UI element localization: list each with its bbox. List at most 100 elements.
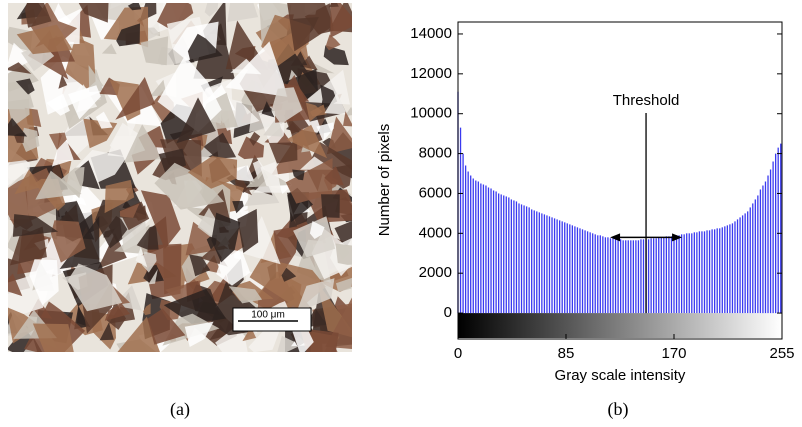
grain	[203, 132, 237, 159]
grain	[148, 269, 158, 285]
grain	[101, 43, 117, 55]
grain	[16, 24, 73, 55]
y-tick-label: 4000	[419, 224, 452, 241]
grain	[50, 220, 86, 263]
grain	[88, 65, 107, 93]
grain	[143, 303, 151, 316]
grain	[154, 162, 224, 210]
grain	[211, 212, 241, 263]
grain	[142, 251, 157, 273]
grain	[108, 216, 128, 243]
grain	[249, 131, 261, 146]
grain	[150, 79, 167, 97]
grain	[35, 170, 82, 200]
grain	[343, 111, 352, 127]
grain	[228, 286, 263, 304]
grain	[189, 254, 211, 277]
grain	[163, 288, 227, 324]
grain	[8, 62, 32, 74]
grain	[115, 77, 156, 120]
grain	[135, 247, 148, 268]
grain	[120, 203, 140, 218]
grain	[97, 232, 127, 269]
grain	[335, 243, 352, 265]
y-axis-label: Number of pixels	[376, 124, 393, 237]
scale-bar-label: 100 μm	[251, 310, 285, 321]
y-tick-label: 6000	[419, 184, 452, 201]
caption: (a)	[170, 399, 190, 420]
y-tick-label: 12000	[410, 65, 452, 82]
grain	[304, 69, 350, 105]
grain	[305, 102, 323, 122]
y-tick-label: 0	[444, 304, 452, 321]
grain	[328, 3, 339, 8]
grain	[204, 3, 219, 17]
grain	[285, 158, 333, 204]
x-tick-label: 0	[454, 345, 462, 362]
grain	[67, 263, 123, 312]
grain	[277, 335, 302, 352]
grain	[187, 33, 223, 63]
grain	[14, 169, 40, 195]
grain	[51, 130, 74, 167]
grain	[21, 127, 40, 152]
micrograph	[8, 3, 352, 352]
grain	[324, 166, 344, 186]
grain	[65, 37, 96, 89]
grain	[60, 167, 85, 199]
grain	[68, 85, 101, 120]
caption: (b)	[608, 399, 629, 420]
grain	[296, 278, 335, 313]
grain	[29, 259, 59, 306]
grain	[147, 308, 186, 345]
grain	[49, 132, 67, 150]
grain	[260, 161, 281, 190]
grain	[58, 74, 68, 89]
grain	[32, 323, 74, 352]
grain	[187, 156, 238, 189]
grain	[144, 27, 160, 40]
grain	[261, 101, 275, 118]
grain	[237, 208, 259, 253]
grain	[10, 226, 47, 266]
grain	[292, 169, 305, 181]
grain	[326, 116, 352, 155]
grain	[336, 277, 352, 292]
grain	[232, 200, 244, 214]
arrow-head	[610, 233, 621, 242]
x-tick-label: 170	[661, 345, 686, 362]
gray-scale-bar	[458, 313, 782, 338]
grain	[242, 326, 257, 342]
grain	[140, 190, 181, 250]
x-tick-label: 85	[558, 345, 575, 362]
grain	[24, 3, 52, 28]
grain	[116, 23, 140, 47]
grain	[271, 87, 303, 125]
grain	[323, 45, 349, 66]
grain	[309, 221, 325, 239]
grain	[321, 194, 340, 218]
grain	[157, 3, 194, 30]
grain	[237, 136, 265, 160]
x-tick-label: 255	[769, 345, 794, 362]
grain	[324, 93, 348, 115]
grain	[46, 93, 70, 116]
x-axis-label: Gray scale intensity	[555, 367, 686, 384]
grain	[15, 78, 35, 95]
grain	[320, 84, 338, 111]
threshold-label: Threshold	[613, 92, 680, 109]
scale-bar-box	[232, 307, 312, 332]
grain	[104, 179, 135, 214]
grain	[286, 124, 328, 159]
grain	[252, 160, 266, 180]
arrow-head	[672, 233, 683, 242]
grain	[316, 122, 334, 142]
y-tick-label: 8000	[419, 145, 452, 162]
grain	[123, 124, 163, 163]
grain	[290, 51, 308, 66]
grain	[8, 117, 28, 137]
grain	[290, 326, 314, 352]
grain	[140, 36, 169, 66]
grain	[248, 328, 281, 352]
